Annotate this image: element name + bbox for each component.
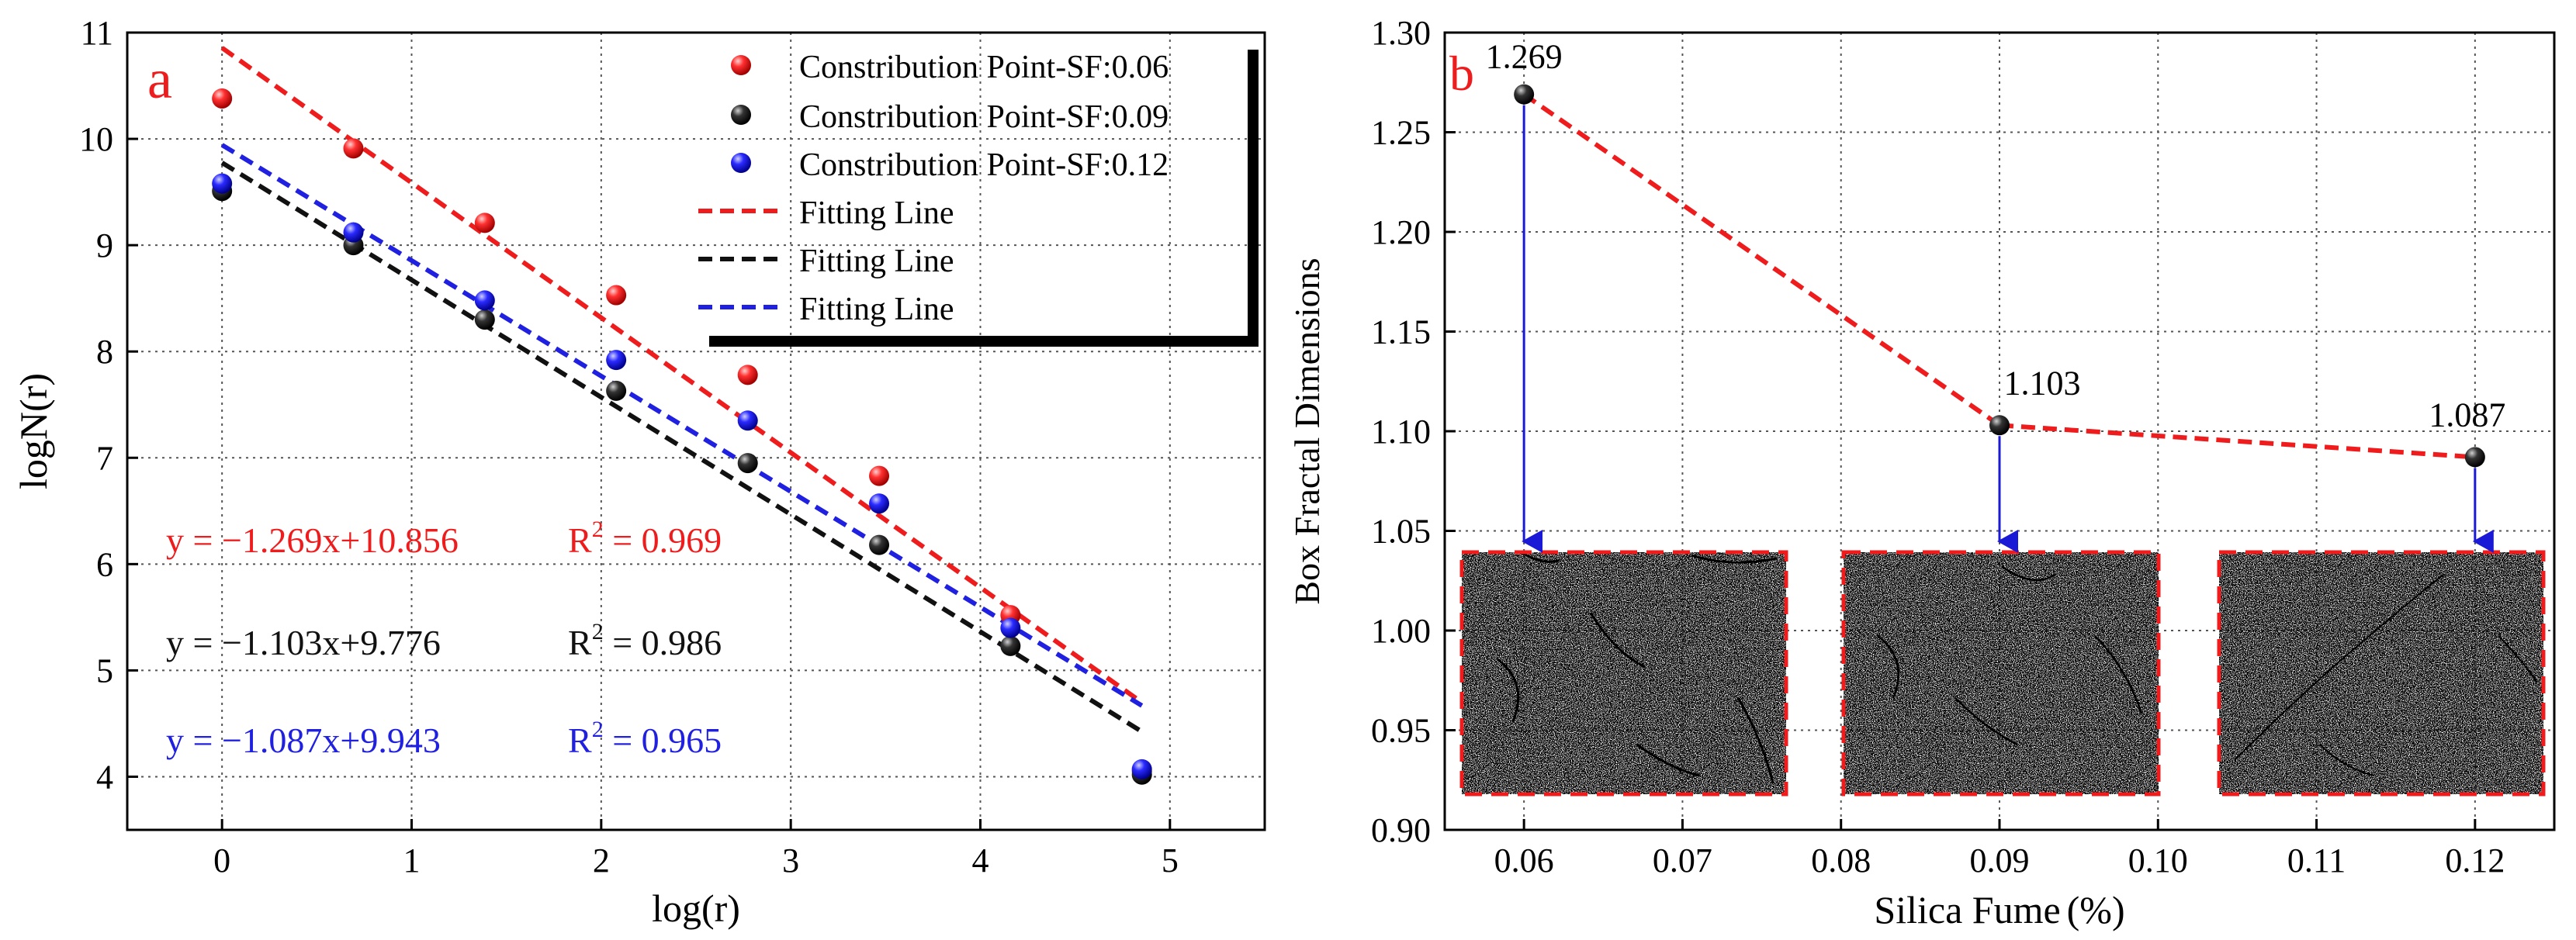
a-y-tick-label: 6 xyxy=(96,545,113,583)
a-point-sf012 xyxy=(1000,617,1021,638)
a-fit-line-sf012 xyxy=(220,143,1144,708)
b-trend-line xyxy=(1522,92,2476,460)
legend-marker-sf009 xyxy=(731,105,751,125)
a-point-sf006 xyxy=(474,213,495,233)
a-point-sf012 xyxy=(869,493,890,514)
legend-label-fit-blue: Fitting Line xyxy=(799,292,954,327)
a-x-tick-label: 3 xyxy=(782,842,799,880)
r2-sf012: R2 = 0.965 xyxy=(568,717,722,760)
b-x-tick-label: 0.08 xyxy=(1811,842,1871,880)
legend-label-fit-black: Fitting Line xyxy=(799,244,954,279)
a-x-tick-label: 1 xyxy=(403,842,421,880)
a-point-sf006 xyxy=(212,88,233,109)
b-data-label: 1.103 xyxy=(2004,364,2081,402)
a-y-tick-label: 5 xyxy=(96,651,113,689)
b-panel-label: b xyxy=(1449,46,1474,101)
b-y-tick-label: 1.15 xyxy=(1371,313,1431,351)
a-point-sf012 xyxy=(343,222,364,243)
a-y-tick-label: 7 xyxy=(96,439,113,477)
b-x-tick-label: 0.11 xyxy=(2287,842,2346,880)
b-data-label: 1.087 xyxy=(2429,396,2505,434)
b-x-tick-label: 0.07 xyxy=(1653,842,1712,880)
panel-a: 0 1 2 3 4 5 4 5 6 7 8 9 10 11 a Constribution Point-S… xyxy=(12,14,1266,930)
b-y-tick-label: 1.05 xyxy=(1371,513,1431,551)
b-x-axis-label: Silica Fume (%) xyxy=(1874,888,2124,931)
a-data-points xyxy=(212,88,1152,785)
a-point-sf006 xyxy=(606,285,627,306)
b-y-axis-label: Box Fractal Dimensions xyxy=(1287,257,1327,604)
equation-sf006: y = −1.269x+10.856 xyxy=(166,520,459,560)
b-y-tick-label: 1.20 xyxy=(1371,213,1431,251)
a-ticks: 0 1 2 3 4 5 4 5 6 7 8 9 10 11 xyxy=(79,14,1179,880)
legend-label-fit-red: Fitting Line xyxy=(799,195,954,231)
a-x-axis-label: log(r) xyxy=(652,886,740,930)
b-y-tick-label: 1.25 xyxy=(1371,114,1431,152)
a-y-tick-label: 11 xyxy=(81,14,113,52)
a-equations: y = −1.269x+10.856 R2 = 0.969 y = −1.103… xyxy=(166,517,722,760)
a-panel-label: a xyxy=(147,48,172,110)
legend-label-sf006: Constribution Point-SF:0.06 xyxy=(799,50,1169,85)
b-arrows xyxy=(1522,105,2494,553)
a-y-axis-label: logN(r) xyxy=(12,373,55,489)
a-point-sf009 xyxy=(606,380,627,401)
equation-sf012: y = −1.087x+9.943 xyxy=(166,721,441,760)
a-x-tick-label: 0 xyxy=(213,842,230,880)
a-point-sf009 xyxy=(474,309,495,330)
legend-marker-sf006 xyxy=(731,55,751,75)
b-trend-segment xyxy=(1999,423,2476,460)
b-y-tick-label: 1.30 xyxy=(1371,14,1431,52)
a-point-sf009 xyxy=(1000,635,1021,656)
b-data-labels: 1.269 1.103 1.087 xyxy=(1486,38,2506,434)
a-y-tick-label: 9 xyxy=(96,226,113,264)
b-point xyxy=(1989,415,2010,436)
b-y-tick-label: 1.00 xyxy=(1371,612,1431,650)
a-y-tick-label: 4 xyxy=(96,758,113,796)
panel-b: 1.269 1.103 1.087 0.06 0.07 0.08 0.09 0.10 0.11… xyxy=(1287,14,2556,931)
legend-marker-sf012 xyxy=(731,153,751,173)
equation-sf009: y = −1.103x+9.776 xyxy=(166,623,441,662)
b-point xyxy=(2464,447,2485,468)
b-ticks: 0.06 0.07 0.08 0.09 0.10 0.11 0.12 0.90 0.95 1.00… xyxy=(1371,14,2505,880)
b-data-points xyxy=(1514,84,2485,468)
a-point-sf012 xyxy=(474,290,495,311)
a-fit-line-sf009 xyxy=(220,161,1144,734)
r2-sf006: R2 = 0.969 xyxy=(568,517,722,560)
b-y-tick-label: 0.95 xyxy=(1371,712,1431,750)
legend-label-sf009: Constribution Point-SF:0.09 xyxy=(799,99,1169,135)
a-y-tick-label: 10 xyxy=(79,120,113,158)
legend-label-sf012: Constribution Point-SF:0.12 xyxy=(799,147,1169,183)
b-x-tick-label: 0.09 xyxy=(1970,842,2030,880)
b-y-tick-label: 1.10 xyxy=(1371,413,1431,451)
b-x-tick-label: 0.06 xyxy=(1494,842,1554,880)
a-x-tick-label: 2 xyxy=(593,842,610,880)
b-data-label: 1.269 xyxy=(1486,38,1563,76)
a-y-tick-label: 8 xyxy=(96,333,113,371)
a-x-tick-label: 5 xyxy=(1162,842,1179,880)
a-point-sf012 xyxy=(212,173,233,194)
a-point-sf009 xyxy=(869,534,890,555)
a-point-sf012 xyxy=(1131,759,1152,779)
a-legend: Constribution Point-SF:0.06 Constributio… xyxy=(698,50,1259,347)
b-inset-images xyxy=(1459,550,2546,797)
inset-image-sf006 xyxy=(1459,550,1788,797)
a-point-sf006 xyxy=(737,365,758,385)
b-trend-segment xyxy=(1522,92,2001,427)
a-point-sf006 xyxy=(343,138,364,159)
a-point-sf009 xyxy=(737,453,758,474)
inset-image-sf012 xyxy=(2217,550,2546,797)
r2-sf009: R2 = 0.986 xyxy=(568,619,722,662)
b-y-tick-label: 0.90 xyxy=(1371,811,1431,849)
a-fit-line-sf006 xyxy=(220,46,1144,705)
a-point-sf012 xyxy=(606,350,627,371)
a-x-tick-label: 4 xyxy=(972,842,989,880)
b-point xyxy=(1514,84,1535,105)
b-x-tick-label: 0.12 xyxy=(2445,842,2505,880)
inset-image-sf009 xyxy=(1841,550,2161,797)
b-x-tick-label: 0.10 xyxy=(2128,842,2188,880)
a-point-sf012 xyxy=(737,410,758,431)
a-plot-frame xyxy=(126,31,1266,831)
a-fit-lines xyxy=(220,46,1144,734)
a-point-sf006 xyxy=(869,465,890,486)
